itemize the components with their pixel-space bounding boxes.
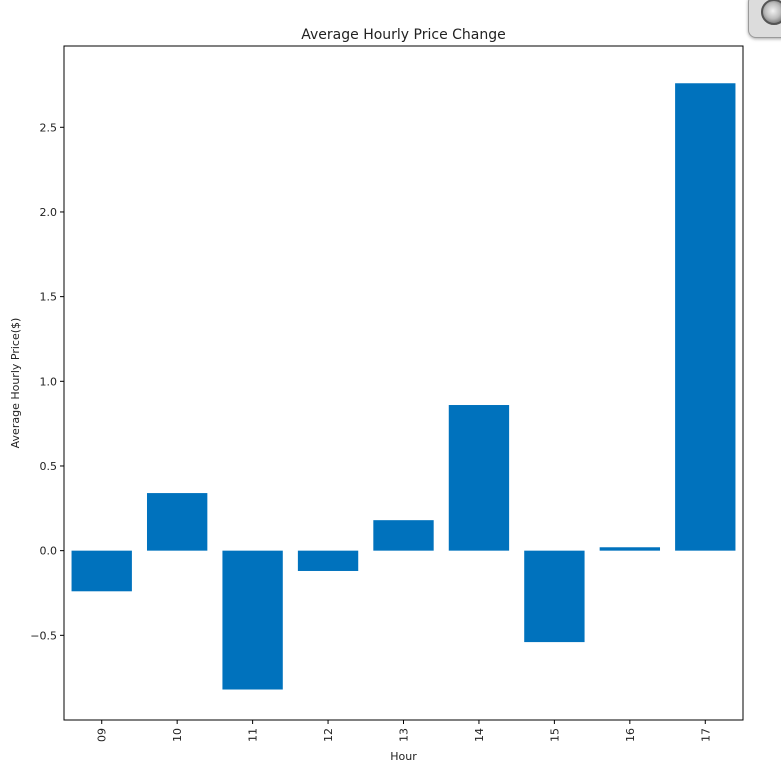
bar-15 — [524, 550, 585, 643]
x-tick-label: 15 — [548, 728, 561, 742]
bar-09 — [71, 550, 132, 592]
x-tick-label: 09 — [96, 728, 109, 742]
y-tick-label: 0.0 — [40, 545, 58, 558]
x-tick-label: 12 — [322, 728, 335, 742]
x-tick-label: 16 — [624, 728, 637, 742]
x-tick-label: 17 — [699, 728, 712, 742]
bar-14 — [448, 405, 510, 551]
y-tick-label: 0.5 — [40, 460, 58, 473]
bar-13 — [373, 520, 434, 551]
bar-11 — [222, 550, 283, 690]
y-tick-label: 2.5 — [40, 121, 58, 134]
x-tick-label: 14 — [473, 728, 486, 742]
bar-10 — [146, 493, 208, 551]
x-tick-label: 10 — [171, 728, 184, 742]
bar-12 — [297, 550, 359, 571]
y-axis-label: Average Hourly Price($) — [9, 318, 22, 449]
x-axis-ticks: 09 10 11 12 13 14 15 16 17 — [96, 720, 712, 742]
bars-group — [71, 83, 736, 690]
x-tick-label: 11 — [247, 728, 260, 742]
bar-17 — [675, 83, 736, 551]
y-tick-label: 1.0 — [40, 375, 58, 388]
bar-16 — [599, 547, 661, 551]
y-tick-label: 2.0 — [40, 206, 58, 219]
x-tick-label: 13 — [398, 728, 411, 742]
y-tick-label: 1.5 — [40, 291, 58, 304]
y-axis-ticks: −0.5 0.0 0.5 1.0 1.5 2.0 2.5 — [30, 121, 64, 642]
chart-title: Average Hourly Price Change — [301, 27, 506, 43]
axes-frame — [63, 45, 744, 721]
x-axis-label: Hour — [390, 750, 417, 763]
screenshot-tool-button[interactable] — [748, 0, 781, 38]
y-tick-label: −0.5 — [30, 629, 57, 642]
camera-lens-icon — [761, 0, 781, 25]
